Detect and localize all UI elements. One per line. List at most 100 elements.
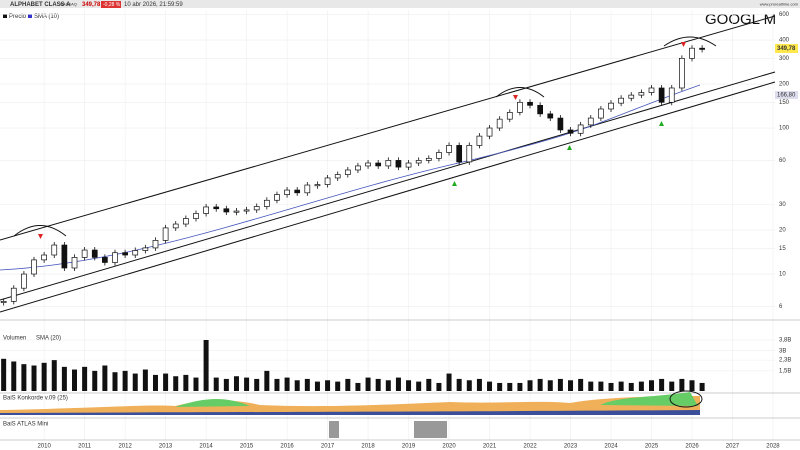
x-tick-label: 2014: [199, 444, 213, 450]
volume-bar: [588, 381, 594, 391]
candle: [213, 206, 220, 210]
candle: [425, 157, 432, 161]
last-price: 349,78: [82, 2, 101, 8]
volume-bar: [385, 380, 391, 391]
x-tick-label: 2017: [321, 444, 335, 450]
volume-bar: [314, 381, 320, 391]
candle: [375, 162, 382, 167]
candle: [587, 117, 594, 126]
volume-bar: [254, 378, 260, 391]
candle: [527, 101, 533, 106]
volume-bar: [82, 366, 88, 391]
volume-bar: [345, 378, 351, 391]
candle: [10, 287, 17, 302]
candle: [496, 118, 503, 129]
legend-swatch: [3, 14, 7, 18]
x-tick-label: 2019: [402, 444, 416, 450]
volume-bar: [598, 381, 604, 391]
candle: [385, 160, 392, 167]
volume-bar: [163, 373, 169, 391]
candle: [446, 145, 452, 153]
instrument: ALPHABET CLASS A: [10, 2, 71, 8]
candle: [193, 213, 199, 219]
candle: [405, 162, 412, 168]
change: -0,28 %: [103, 2, 121, 8]
volume-bar: [244, 377, 250, 391]
volume-bar: [466, 380, 472, 391]
y-tick-label: 30: [779, 202, 786, 208]
signal-arrows: [38, 42, 686, 239]
candle: [618, 97, 624, 104]
candle: [456, 145, 463, 163]
candle: [162, 227, 169, 241]
candle: [699, 47, 705, 50]
volume-bar: [142, 369, 148, 391]
konkorde-blue: [0, 410, 700, 415]
candle: [31, 259, 37, 275]
y-tick-label: 600: [779, 12, 790, 18]
konkorde-area: [0, 396, 700, 415]
exchange: NASDAQ: [60, 2, 77, 7]
candle: [436, 152, 442, 159]
price-label-box: [775, 44, 798, 53]
volume-bar: [436, 382, 442, 391]
candle: [243, 209, 250, 212]
volume-bar: [608, 382, 614, 391]
volume-bar: [395, 377, 401, 391]
candle: [577, 124, 584, 134]
volume-bar: [102, 365, 108, 391]
x-tick-label: 2021: [483, 444, 497, 450]
candle: [233, 210, 240, 213]
volume-bar: [325, 380, 331, 391]
candle: [172, 223, 179, 229]
volume-bar: [1, 358, 7, 391]
volume-bar: [173, 376, 179, 391]
konkorde-green: [175, 392, 698, 407]
volume-bar: [203, 340, 209, 391]
volume-bar: [497, 382, 503, 391]
y-tick-label: 6: [779, 304, 783, 310]
volume-bar: [365, 377, 371, 391]
site: www.prorealtime.com: [760, 2, 799, 7]
candle: [91, 249, 98, 258]
candle: [395, 160, 402, 168]
y-tick-label: 300: [779, 56, 790, 62]
volume-bar: [689, 380, 695, 391]
volume-bar: [628, 382, 634, 391]
trend-channel: [0, 15, 776, 313]
candle: [102, 257, 108, 263]
volume-bar: [568, 380, 574, 391]
volume-bar: [416, 381, 422, 391]
price-label: 349,78: [777, 46, 796, 52]
candle: [628, 94, 635, 99]
sma-line: [0, 84, 701, 271]
volume-bar: [426, 378, 432, 391]
volume-bar: [183, 374, 189, 391]
candle: [253, 206, 260, 211]
volume-bar: [355, 382, 361, 391]
x-tick-label: 2020: [442, 444, 456, 450]
volume-bar: [31, 365, 37, 391]
candle: [608, 102, 614, 110]
candle: [547, 113, 554, 119]
candle: [142, 247, 149, 251]
volume-bar: [274, 378, 280, 391]
candle: [41, 254, 47, 261]
candle: [648, 87, 655, 93]
volume-bar: [557, 378, 563, 391]
volume-bar: [132, 373, 138, 391]
volume-bar: [547, 380, 553, 391]
x-tick-label: 2011: [78, 444, 92, 450]
legend-label: SMA (10): [34, 14, 59, 20]
candle: [415, 160, 422, 164]
candle: [668, 87, 675, 103]
volume-bar: [112, 372, 118, 391]
highlight-ellipse: [669, 390, 703, 408]
volume-bar: [679, 378, 685, 391]
volume-bar: [11, 361, 17, 391]
candle: [638, 92, 645, 96]
volume-bar: [669, 381, 675, 391]
volume-bar: [507, 382, 513, 391]
x-tick-label: 2018: [361, 444, 375, 450]
